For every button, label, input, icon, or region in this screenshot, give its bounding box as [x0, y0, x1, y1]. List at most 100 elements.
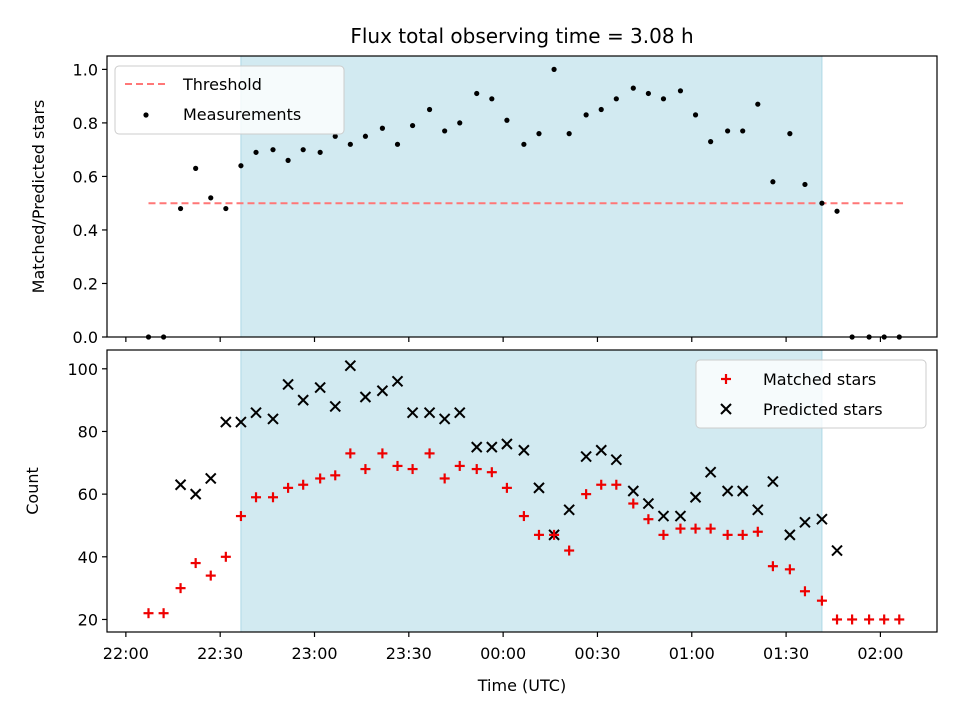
measurement-point: [521, 141, 527, 147]
predicted-star-point: [816, 513, 828, 525]
x-tick-label: 00:00: [480, 644, 526, 663]
matched-star-point: [705, 523, 716, 534]
top-y-tick-label: 0.8: [73, 114, 98, 133]
cross-stroke-b: [752, 504, 764, 516]
predicted-star-point: [220, 416, 232, 428]
matched-star-point: [832, 614, 843, 625]
measurement-point: [583, 112, 589, 118]
measurement-point: [630, 85, 636, 91]
bottom-y-axis-label: Count: [23, 467, 42, 515]
measurement-point: [708, 139, 714, 145]
cross-stroke-b: [267, 413, 279, 425]
matched-star-point: [518, 511, 529, 522]
cross-stroke-b: [610, 453, 623, 466]
matched-star-point: [330, 470, 341, 481]
cross-stroke-b: [720, 403, 732, 415]
measurement-point: [347, 141, 353, 147]
cross-stroke-b: [784, 529, 796, 541]
measurement-point: [332, 133, 338, 139]
top-legend-box: [114, 65, 345, 135]
matched-star-point: [581, 489, 592, 500]
matched-star-point: [439, 473, 450, 484]
top-y-ticks: 0.0 0.2 0.4 0.6 0.8 1.0: [73, 60, 107, 347]
matched-star-point: [533, 529, 544, 540]
measurement-point: [317, 149, 323, 155]
matched-star-point: [143, 608, 154, 619]
measurement-point: [442, 128, 448, 134]
matched-star-point: [205, 570, 216, 581]
top-plot-frame: [106, 55, 938, 338]
predicted-star-point: [486, 441, 498, 453]
matched-star-point: [894, 614, 905, 625]
matched-star-point: [407, 464, 418, 475]
measurement-point: [223, 205, 229, 212]
cross-stroke-b: [220, 416, 232, 428]
top-panel: 0.0 0.2 0.4 0.6 0.8 1.0 Matched/Predicted sta…: [29, 55, 938, 347]
predicted-star-point: [376, 385, 389, 397]
measurement-point: [770, 179, 776, 185]
top-y-tick-label: 0.6: [73, 167, 98, 186]
predicted-star-point: [736, 485, 749, 497]
cross-stroke-b: [831, 544, 843, 557]
predicted-star-point: [610, 453, 623, 466]
matched-star-point: [816, 595, 827, 606]
matched-star-point: [628, 498, 639, 509]
matched-star-point: [847, 614, 858, 625]
predicted-star-point: [174, 479, 187, 491]
predicted-star-point: [767, 475, 779, 488]
legend-threshold-label: Threshold: [182, 75, 262, 94]
measurement-point: [755, 101, 761, 107]
measurement-point: [613, 96, 619, 102]
predicted-star-point: [391, 375, 404, 388]
matched-star-point: [486, 467, 497, 478]
matched-star-point: [268, 492, 278, 503]
x-tick-label: 00:30: [574, 644, 620, 663]
measurement-point: [489, 96, 495, 102]
predicted-star-point: [518, 444, 530, 456]
cross-stroke-b: [359, 391, 372, 403]
top-y-tick-label: 1.0: [73, 60, 98, 79]
predicted-star-point: [533, 482, 545, 494]
predicted-star-point: [689, 491, 702, 503]
measurement-point: [270, 147, 276, 153]
cross-stroke-b: [627, 485, 640, 497]
predicted-star-point: [580, 450, 592, 463]
cross-stroke-b: [580, 450, 592, 463]
measurement-point: [193, 165, 199, 171]
measurement-point: [660, 96, 667, 102]
measurement-point: [598, 106, 604, 113]
cross-stroke-b: [471, 441, 483, 453]
matched-star-point: [392, 460, 403, 471]
cross-stroke-b: [563, 504, 575, 516]
measurement-point: [426, 106, 433, 113]
measurement-point: [238, 163, 244, 169]
measurement-point: [834, 208, 840, 214]
matched-star-point: [471, 464, 482, 475]
matched-star-point: [235, 511, 246, 522]
cross-stroke-b: [816, 513, 828, 525]
cross-stroke-b: [282, 378, 294, 391]
measurement-point: [253, 149, 259, 155]
legend-plus-marker: [721, 374, 731, 384]
matched-star-point: [549, 529, 560, 540]
cross-stroke-b: [533, 482, 545, 494]
matched-star-point: [643, 514, 654, 525]
cross-stroke-b: [454, 406, 466, 419]
predicted-star-point: [721, 485, 734, 497]
bottom-legend-box: [695, 359, 927, 429]
predicted-star-point: [642, 497, 655, 510]
cross-stroke-b: [438, 413, 451, 425]
matched-star-point: [158, 608, 169, 619]
cross-stroke-b: [189, 488, 202, 500]
cross-stroke-b: [391, 375, 404, 388]
cross-stroke-b: [205, 472, 217, 485]
bottom-y-ticks: 20 40 60 80 100: [67, 360, 107, 629]
top-y-axis-label: Matched/Predicted stars: [29, 100, 48, 294]
measurement-point: [300, 147, 306, 153]
measurement-point: [394, 141, 401, 147]
bottom-x-ticks: 22:00 22:30 23:00 23:30 00:00 00:30 01:00 01:30…: [103, 632, 903, 663]
cross-stroke-b: [376, 385, 389, 397]
bottom-y-tick-label: 100: [67, 360, 98, 379]
predicted-star-point: [282, 378, 294, 391]
